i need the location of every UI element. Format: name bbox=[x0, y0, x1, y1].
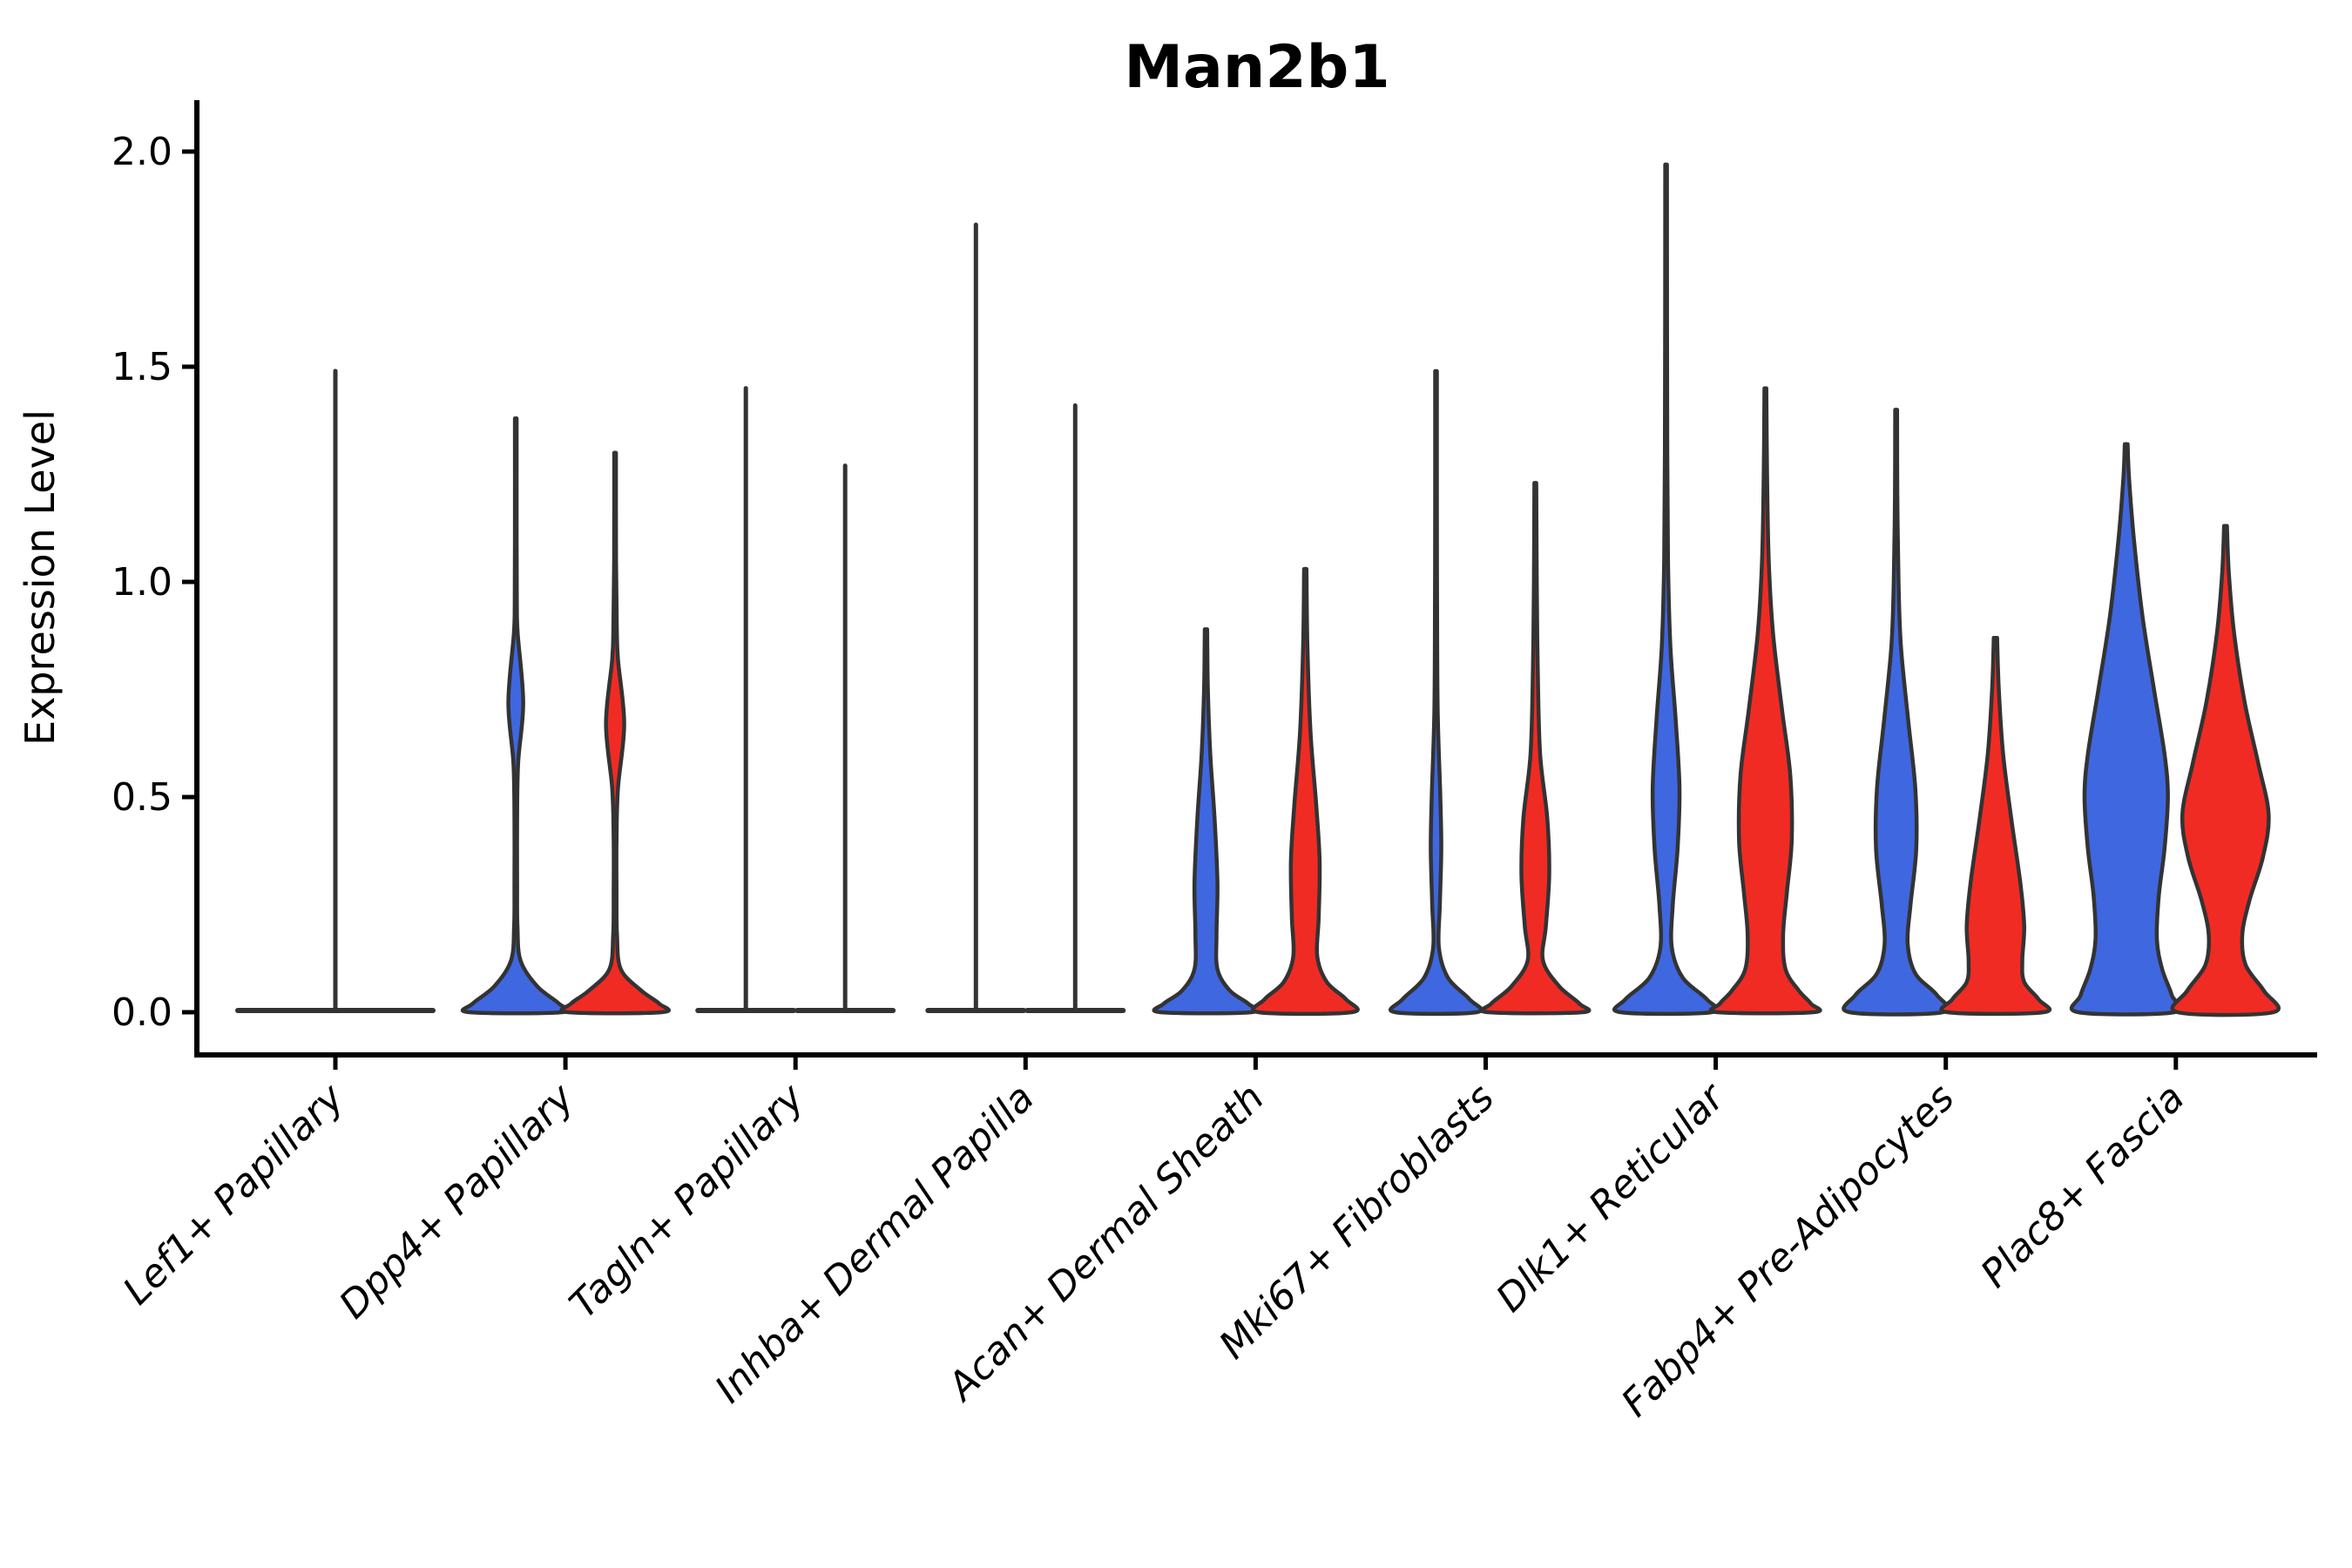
violin-blue bbox=[2069, 442, 2183, 1017]
violin-red bbox=[1708, 386, 1822, 1016]
y-tick-label: 0.5 bbox=[112, 775, 172, 820]
y-axis-label: Expression Level bbox=[17, 409, 64, 746]
violin-blue bbox=[1842, 408, 1951, 1017]
violin-blue bbox=[1389, 368, 1484, 1017]
x-tick-label: Dlk1+ Reticular bbox=[1488, 1074, 1734, 1321]
violin-blue bbox=[460, 416, 571, 1016]
y-tick-label: 2.0 bbox=[112, 130, 172, 174]
violin-red bbox=[1251, 566, 1360, 1017]
y-tick-label: 0.0 bbox=[112, 990, 172, 1035]
x-tick-label: Plac8+ Fascia bbox=[1972, 1076, 2193, 1296]
y-tick-label: 1.5 bbox=[112, 345, 172, 389]
violin-red bbox=[1939, 635, 2051, 1017]
violin-bodies bbox=[235, 162, 2281, 1017]
violin-blue bbox=[1152, 627, 1260, 1016]
violin-red bbox=[1479, 481, 1592, 1016]
violin-blue bbox=[1612, 162, 1720, 1017]
violin-red bbox=[559, 450, 671, 1016]
x-tick-label: Dpp4+ Papillary bbox=[331, 1075, 584, 1328]
x-tick-label: Lef1+ Papillary bbox=[115, 1075, 354, 1314]
x-tick-label: Tagln+ Papillary bbox=[561, 1075, 813, 1327]
axes bbox=[182, 100, 2317, 1070]
y-tick-label: 1.0 bbox=[112, 560, 172, 605]
violin-red bbox=[2170, 524, 2281, 1017]
chart-title: Man2b1 bbox=[1124, 33, 1389, 102]
